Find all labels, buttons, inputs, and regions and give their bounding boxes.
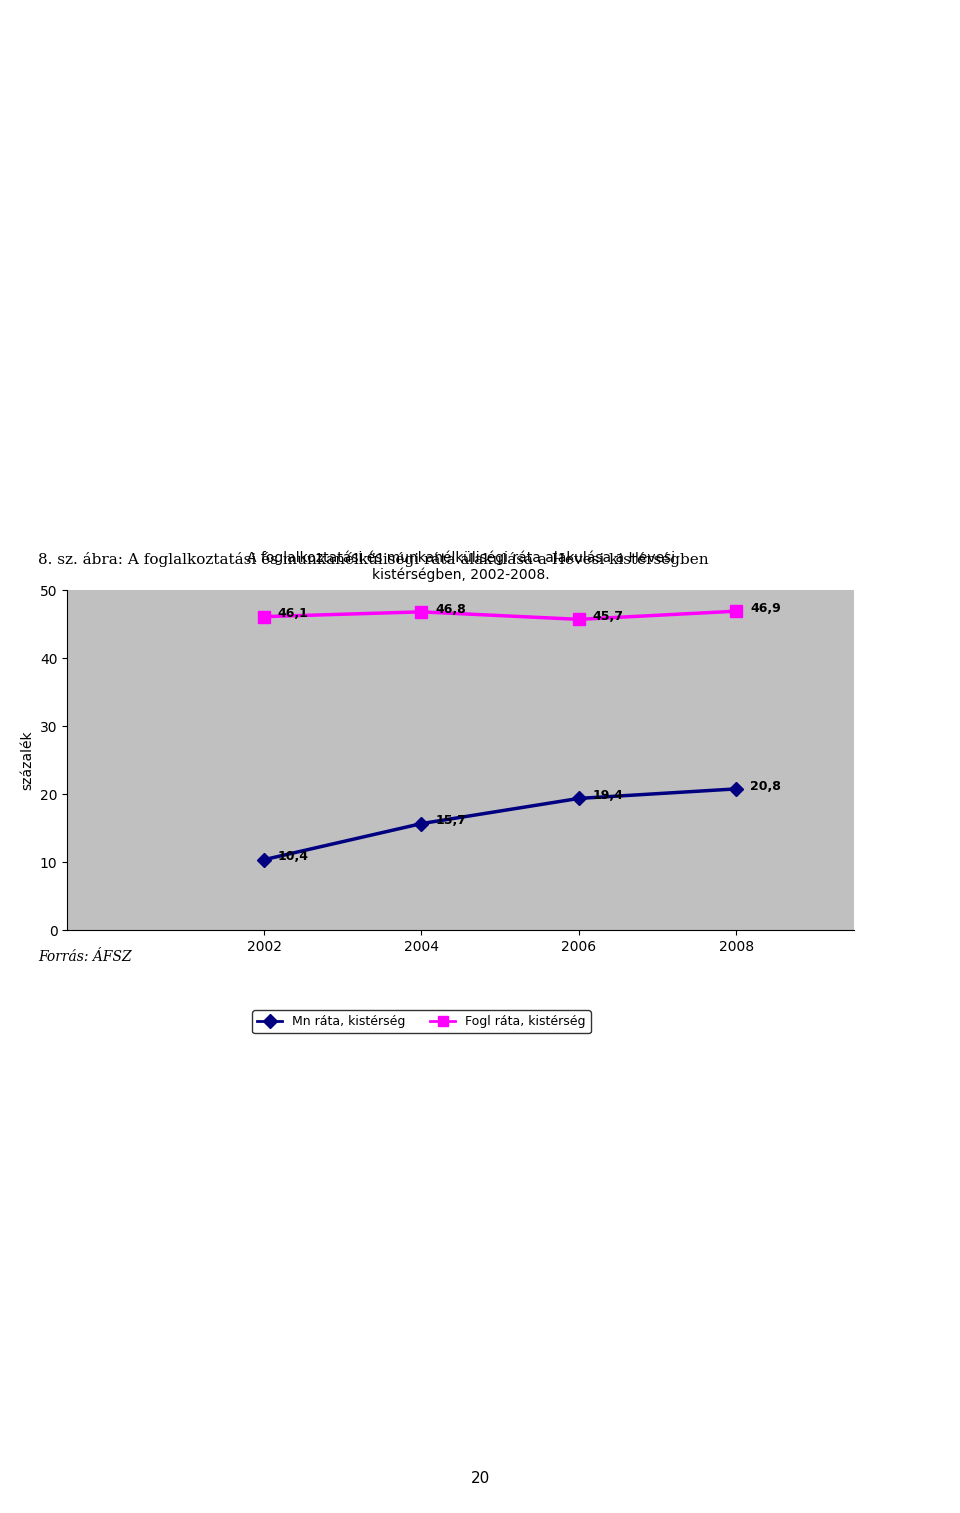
Text: 15,7: 15,7 — [435, 814, 467, 828]
Text: 45,7: 45,7 — [592, 610, 624, 623]
Text: 10,4: 10,4 — [277, 850, 309, 864]
Title: A foglalkoztatási és munkanélküliségi ráta alakulása a Hevesi
kistérségben, 2002: A foglalkoztatási és munkanélküliségi rá… — [247, 551, 675, 583]
Text: 20,8: 20,8 — [750, 779, 781, 793]
Y-axis label: százalék: százalék — [20, 731, 35, 790]
Legend: Mn ráta, kistérség, Fogl ráta, kistérség: Mn ráta, kistérség, Fogl ráta, kistérség — [252, 1011, 590, 1033]
Text: 46,9: 46,9 — [750, 602, 780, 614]
Text: 46,1: 46,1 — [277, 607, 309, 620]
Text: 20: 20 — [470, 1471, 490, 1486]
Text: 8. sz. ábra: A foglalkoztatási és munkanélküliségi ráta alakulása a Hevesi kisté: 8. sz. ábra: A foglalkoztatási és munkan… — [38, 552, 709, 567]
Text: Forrás: ÁFSZ: Forrás: ÁFSZ — [38, 950, 132, 964]
Text: 19,4: 19,4 — [592, 790, 624, 802]
Text: 46,8: 46,8 — [435, 602, 466, 616]
